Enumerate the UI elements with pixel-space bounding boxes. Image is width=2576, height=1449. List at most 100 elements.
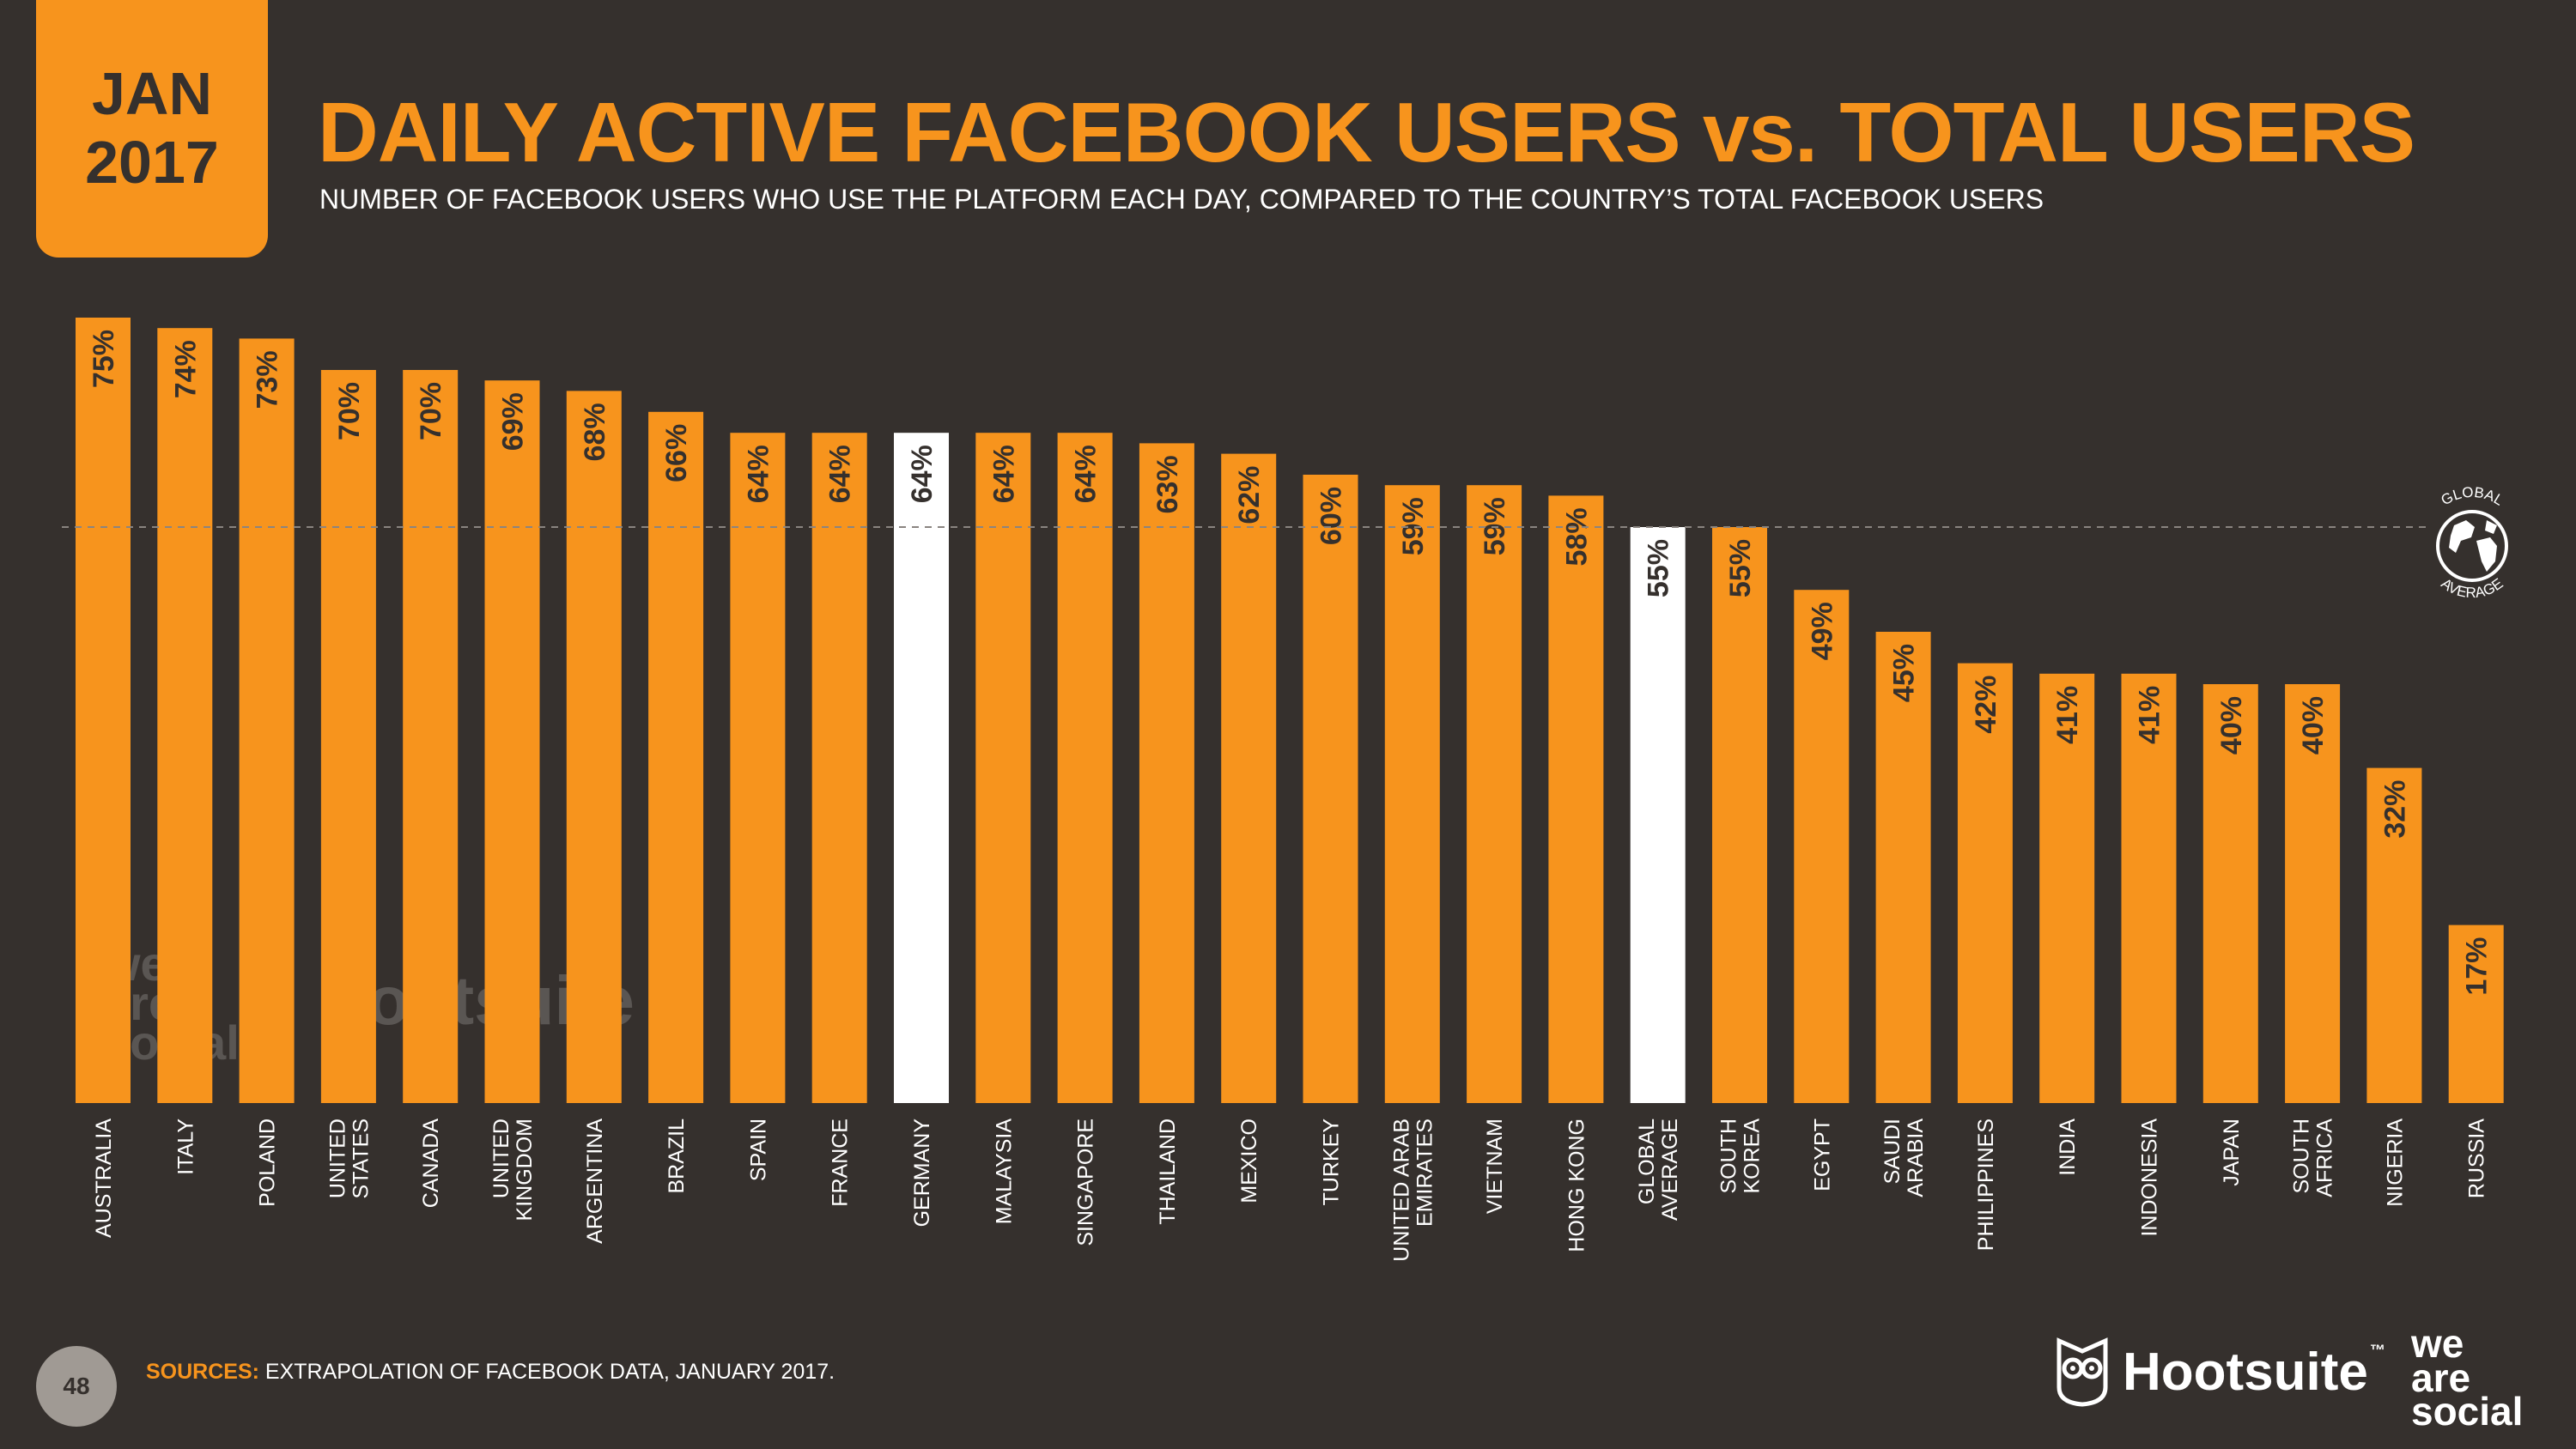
bar-poland <box>239 338 295 1103</box>
bar-singapore <box>1057 433 1113 1103</box>
category-label-mexico: MEXICO <box>1237 1119 1261 1203</box>
value-label-philippines: 42% <box>1970 676 2002 734</box>
value-label-russia: 17% <box>2461 937 2494 996</box>
bar-global-average <box>1630 527 1686 1103</box>
category-label-line: SPAIN <box>746 1119 770 1181</box>
category-label-philippines: PHILIPPINES <box>1974 1119 1998 1251</box>
hootsuite-logo-text: Hootsuite ™ <box>2123 1342 2385 1403</box>
category-label-singapore: SINGAPORE <box>1074 1119 1098 1246</box>
trademark-symbol: ™ <box>2369 1341 2385 1359</box>
bar-brazil <box>648 411 704 1103</box>
category-label-line: SAUDI <box>1880 1119 1905 1184</box>
bar-mexico <box>1221 453 1277 1103</box>
value-label-japan: 40% <box>2215 696 2248 755</box>
category-label-argentina: ARGENTINA <box>583 1119 607 1244</box>
value-label-thailand: 63% <box>1151 455 1184 513</box>
value-label-united-kingdom: 69% <box>497 392 530 451</box>
value-label-mexico: 62% <box>1233 466 1266 524</box>
bar-germany <box>894 433 949 1103</box>
category-label-line: BRAZIL <box>665 1119 689 1194</box>
category-label-south-africa: SOUTHAFRICA <box>2290 1119 2337 1197</box>
bar-turkey <box>1303 475 1358 1103</box>
category-label-egypt: EGYPT <box>1810 1119 1834 1191</box>
value-label-egypt: 49% <box>1806 602 1838 660</box>
category-label-germany: GERMANY <box>910 1119 934 1228</box>
category-label-saudi-arabia: SAUDIARABIA <box>1880 1119 1928 1197</box>
date-month: JAN <box>91 60 213 128</box>
category-label-line: GERMANY <box>910 1119 934 1228</box>
category-label-line: JAPAN <box>2220 1119 2244 1186</box>
value-label-malaysia: 64% <box>987 445 1020 503</box>
bar-argentina <box>566 391 622 1103</box>
category-label-line: ITALY <box>173 1119 197 1175</box>
value-label-australia: 75% <box>88 330 120 388</box>
value-label-turkey: 60% <box>1315 487 1348 545</box>
category-label-united-kingdom: UNITEDKINGDOM <box>489 1119 537 1221</box>
bar-united-states <box>320 370 376 1103</box>
category-label-line: VIETNAM <box>1483 1119 1507 1214</box>
category-label-united-states: UNITEDSTATES <box>325 1119 373 1199</box>
category-label-line: ARGENTINA <box>583 1119 607 1244</box>
category-label-line: CANADA <box>419 1119 443 1209</box>
category-label-line: SOUTH <box>2290 1119 2314 1194</box>
bar-vietnam <box>1467 485 1522 1103</box>
bar-south-africa <box>2285 684 2341 1103</box>
category-label-vietnam: VIETNAM <box>1483 1119 1507 1214</box>
value-label-spain: 64% <box>742 445 775 503</box>
value-label-italy: 74% <box>169 340 202 398</box>
category-label-spain: SPAIN <box>746 1119 770 1181</box>
value-label-india: 41% <box>2051 686 2084 744</box>
category-label-line: FRANCE <box>829 1119 853 1207</box>
we-are-social-logo-social: social <box>2411 1389 2524 1434</box>
category-label-nigeria: NIGERIA <box>2383 1119 2407 1207</box>
value-label-nigeria: 32% <box>2379 780 2411 839</box>
bar-indonesia <box>2121 673 2177 1103</box>
category-label-hong-kong: HONG KONG <box>1564 1119 1589 1252</box>
category-label-line: GLOBAL <box>1635 1119 1659 1204</box>
bar-france <box>811 433 867 1103</box>
value-label-singapore: 64% <box>1070 445 1103 503</box>
bar-italy <box>157 328 213 1103</box>
category-label-line: THAILAND <box>1156 1119 1180 1225</box>
category-label-line: EGYPT <box>1810 1119 1834 1191</box>
date-year: 2017 <box>85 129 219 196</box>
category-label-france: FRANCE <box>829 1119 853 1207</box>
bar-canada <box>403 370 459 1103</box>
date-badge: JAN 2017 <box>36 0 268 258</box>
value-label-united-states: 70% <box>333 382 366 440</box>
category-label-line: KOREA <box>1741 1119 1765 1194</box>
bar-saudi-arabia <box>1875 632 1931 1103</box>
value-label-poland: 73% <box>252 350 284 409</box>
category-label-australia: AUSTRALIA <box>92 1119 116 1238</box>
value-label-indonesia: 41% <box>2134 686 2166 744</box>
category-label-line: AFRICA <box>2313 1119 2337 1197</box>
page-title: DAILY ACTIVE FACEBOOK USERS vs. TOTAL US… <box>318 85 2415 179</box>
bar-russia <box>2448 925 2504 1103</box>
category-label-malaysia: MALAYSIA <box>992 1119 1016 1225</box>
category-label-line: SOUTH <box>1717 1119 1741 1194</box>
category-label-line: MALAYSIA <box>992 1119 1016 1225</box>
category-label-russia: RUSSIA <box>2465 1119 2489 1198</box>
bar-australia <box>76 318 131 1103</box>
globe-icon <box>2436 510 2508 582</box>
we-are-social-logo-we: we <box>2411 1321 2464 1366</box>
category-label-italy: ITALY <box>173 1119 197 1175</box>
value-label-hong-kong: 58% <box>1560 507 1593 566</box>
bar-united-arab-emirates <box>1384 485 1440 1103</box>
category-label-canada: CANADA <box>419 1119 443 1209</box>
bar-spain <box>730 433 786 1103</box>
page-subtitle: NUMBER OF FACEBOOK USERS WHO USE THE PLA… <box>319 184 2044 215</box>
category-label-line: KINGDOM <box>513 1119 537 1221</box>
bar-india <box>2039 673 2095 1103</box>
category-label-line: POLAND <box>256 1119 280 1207</box>
category-label-line: NIGERIA <box>2383 1119 2407 1207</box>
category-label-line: SINGAPORE <box>1074 1119 1098 1246</box>
category-label-line: PHILIPPINES <box>1974 1119 1998 1251</box>
category-label-line: MEXICO <box>1237 1119 1261 1203</box>
sources: SOURCES: EXTRAPOLATION OF FACEBOOK DATA,… <box>146 1360 835 1385</box>
category-label-line: TURKEY <box>1320 1119 1344 1206</box>
category-label-line: AUSTRALIA <box>92 1119 116 1238</box>
category-label-line: UNITED <box>325 1119 349 1198</box>
category-label-global-average: GLOBALAVERAGE <box>1635 1119 1682 1221</box>
category-label-japan: JAPAN <box>2220 1119 2244 1186</box>
